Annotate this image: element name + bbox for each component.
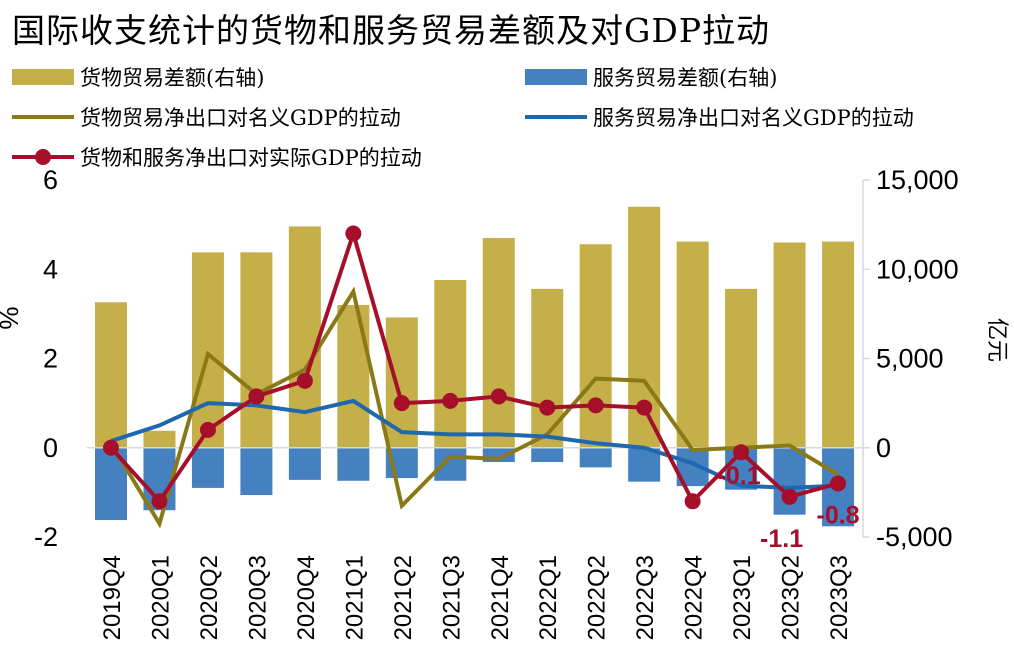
services-bar [579, 447, 612, 468]
right-tick-label: 5,000 [876, 344, 944, 374]
legend-swatch [12, 69, 74, 85]
legend-swatch [525, 69, 587, 85]
left-tick-label: -2 [34, 522, 58, 552]
total-marker [296, 372, 313, 389]
legend-services-line: 服务贸易净出口对名义GDP的拉动 [525, 102, 914, 132]
goods-bar [191, 252, 224, 448]
x-tick-label: 2020Q4 [293, 555, 320, 640]
total-marker [393, 395, 410, 412]
left-axis-label: % [0, 306, 24, 329]
total-marker [345, 225, 362, 242]
services-bar [434, 447, 467, 481]
right-axis-label: 亿元 [984, 318, 1009, 362]
left-tick-label: 2 [43, 344, 58, 374]
goods-bar [288, 226, 321, 448]
x-tick-label: 2022Q2 [584, 555, 611, 640]
legend-label: 服务贸易差额(右轴) [593, 66, 778, 90]
goods-bar [482, 238, 515, 448]
legend-total-line: 货物和服务净出口对实际GDP的拉动 [12, 142, 422, 172]
services-bar [288, 447, 321, 480]
services-bar [628, 447, 661, 482]
goods-bar [579, 244, 612, 448]
total-marker [539, 399, 556, 416]
x-tick-label: 2020Q3 [244, 555, 271, 640]
goods-contribution-line [109, 286, 840, 529]
services-bar [191, 447, 224, 488]
legend-swatch [12, 115, 74, 119]
x-tick-label: 2023Q3 [826, 555, 853, 640]
x-tick-label: 2020Q1 [147, 555, 174, 640]
x-tick-label: 2022Q4 [681, 555, 708, 640]
data-label: -0.8 [817, 501, 860, 529]
goods-bar [240, 252, 273, 448]
x-tick-label: 2023Q1 [729, 555, 756, 640]
total-marker [587, 397, 604, 414]
total-marker [781, 488, 798, 505]
total-marker [199, 421, 216, 438]
legend-label: 货物贸易净出口对名义GDP的拉动 [80, 106, 401, 130]
right-tick-label: -5,000 [876, 522, 953, 552]
x-tick-label: 2019Q4 [99, 555, 126, 640]
total-marker [490, 388, 507, 405]
data-label: -1.1 [760, 525, 803, 553]
legend-label: 货物和服务净出口对实际GDP的拉动 [80, 146, 422, 170]
left-tick-label: 4 [43, 254, 58, 284]
x-tick-label: 2022Q1 [535, 555, 562, 640]
right-tick-label: 0 [876, 433, 891, 463]
total-marker [733, 444, 750, 461]
services-bar [337, 447, 370, 481]
right-tick-label: 10,000 [876, 254, 959, 284]
legend-label: 货物贸易差额(右轴) [80, 66, 265, 90]
goods-bar [337, 304, 370, 448]
legend-goods-line: 货物贸易净出口对名义GDP的拉动 [12, 102, 401, 132]
legend-goods-bar: 货物贸易差额(右轴) [12, 62, 264, 92]
left-tick-label: 0 [43, 433, 58, 463]
goods-bar [725, 288, 758, 448]
total-marker [442, 392, 459, 409]
chart-title: 国际收支统计的货物和服务贸易差额及对GDP拉动 [12, 11, 771, 50]
services-bar [531, 447, 564, 463]
total-marker [636, 399, 653, 416]
right-tick-label: 15,000 [876, 165, 959, 195]
x-tick-label: 2020Q2 [196, 555, 223, 640]
total-marker [248, 388, 265, 405]
legend-label: 服务贸易净出口对名义GDP的拉动 [593, 106, 914, 130]
legend-swatch [12, 149, 74, 165]
goods-bar [822, 241, 855, 448]
x-tick-label: 2023Q2 [778, 555, 805, 640]
left-tick-label: 6 [43, 165, 58, 195]
x-tick-label: 2021Q1 [341, 555, 368, 640]
goods-bar [434, 279, 467, 448]
goods-bar [385, 317, 418, 448]
total-marker [151, 493, 168, 510]
services-bar [240, 447, 273, 496]
x-tick-label: 2021Q2 [390, 555, 417, 640]
total-marker [830, 475, 847, 492]
goods-bar [143, 430, 176, 448]
legend-swatch [525, 115, 587, 119]
goods-bar [95, 302, 127, 448]
goods-bar [773, 242, 806, 448]
data-label: -0.1 [718, 462, 761, 490]
legend-services-bar: 服务贸易差额(右轴) [525, 62, 777, 92]
goods-bar [676, 241, 709, 448]
total-marker [684, 493, 701, 510]
total-marker [103, 439, 119, 456]
x-tick-label: 2022Q3 [632, 555, 659, 640]
x-tick-label: 2021Q4 [487, 555, 514, 640]
total-contribution-line [109, 226, 839, 505]
x-tick-label: 2021Q3 [438, 555, 465, 640]
